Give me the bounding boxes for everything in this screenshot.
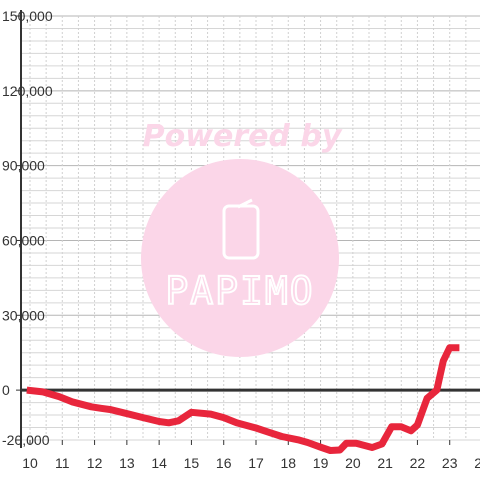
tick-labels: 150,000 120,000 90,000 60,000 30,000 0 -20,000… [2, 8, 480, 471]
x-tick-label: 11 [55, 455, 70, 471]
watermark-powered-by-text: Powered by [143, 119, 343, 154]
x-tick-label: 21 [377, 455, 393, 471]
y-tick-label: 0 [2, 382, 10, 398]
x-tick-label: 23 [442, 455, 458, 471]
y-tick-label: 150,000 [2, 8, 53, 24]
x-tick-label: 19 [313, 455, 329, 471]
x-tick-label: 12 [87, 455, 103, 471]
series [26, 344, 460, 454]
series-line [26, 344, 460, 454]
axes [16, 10, 480, 448]
phone-icon [222, 198, 260, 260]
y-tick-label: 30,000 [2, 307, 45, 323]
y-tick-label: 60,000 [2, 232, 45, 248]
x-tick-label: 20 [345, 455, 361, 471]
y-tick-label: 120,000 [2, 83, 53, 99]
x-tick-label: 14 [151, 455, 167, 471]
x-tick-label: 16 [216, 455, 232, 471]
watermark-logo-text: PAPIMO [165, 269, 314, 313]
x-tick-label: 10 [22, 455, 38, 471]
y-tick-label: -20,000 [2, 432, 50, 448]
x-tick-label: 17 [248, 455, 264, 471]
watermark: Powered by PAPIMO [141, 119, 343, 357]
x-tick-label: 22 [410, 455, 426, 471]
x-tick-label: 18 [280, 455, 296, 471]
x-tick-label: 24 [474, 455, 480, 471]
y-tick-label: 90,000 [2, 158, 45, 174]
x-tick-label: 15 [184, 455, 200, 471]
x-tick-label: 13 [119, 455, 135, 471]
